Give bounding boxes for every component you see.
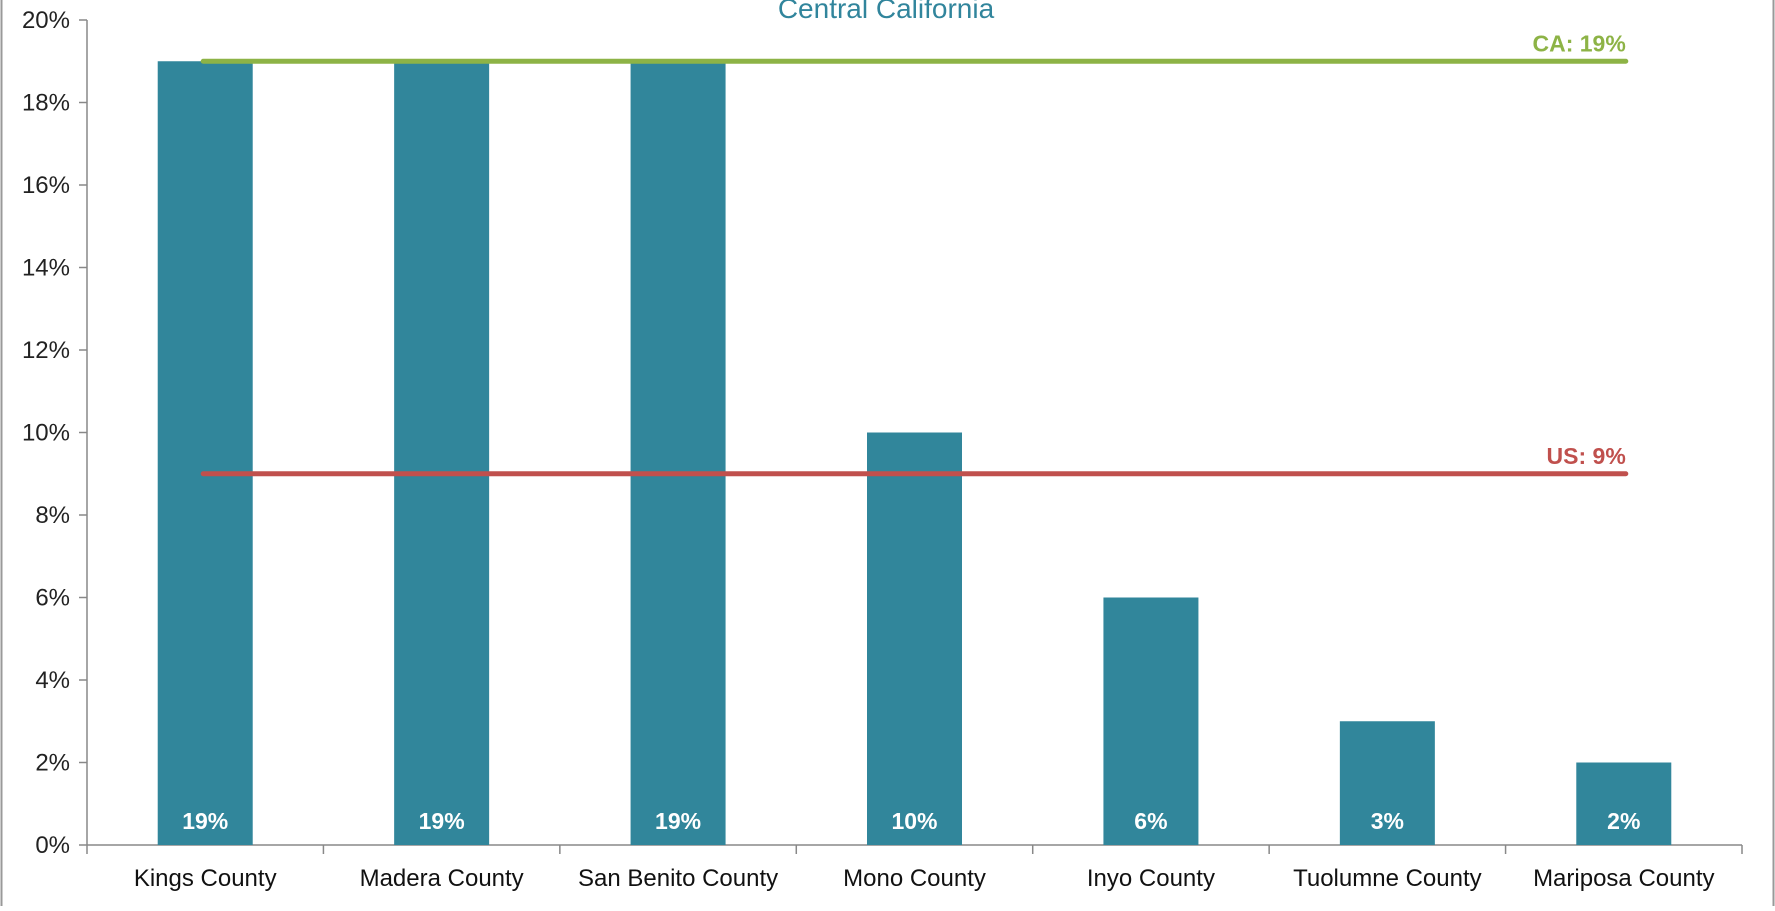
bar [630,61,726,845]
reference-line-label: US: 9% [1547,443,1626,469]
bar-data-label: 19% [419,808,465,834]
bar [1576,762,1672,845]
bar [867,432,962,845]
y-tick-label: 10% [22,420,70,447]
y-tick-label: 8% [35,502,70,529]
bar [1103,597,1199,845]
x-category-label: Tuolumne County [1293,865,1482,892]
bar-data-label: 19% [655,808,701,834]
y-tick-label: 12% [22,337,70,364]
x-category-label: Madera County [360,865,524,892]
x-category-label: San Benito County [578,865,778,892]
bar-data-label: 19% [182,808,228,834]
bar [1339,721,1435,845]
bar-data-label: 6% [1134,808,1167,834]
bar-data-label: 3% [1371,808,1404,834]
reference-lines: CA: 19% US: 9% [200,30,1629,477]
bar [394,61,490,845]
y-tick-label: 18% [22,90,70,117]
y-tick-label: 14% [22,255,70,282]
y-tick-label: 4% [35,667,70,694]
x-category-label: Mono County [843,865,986,892]
x-category-label: Mariposa County [1533,865,1714,892]
y-tick-label: 2% [35,750,70,777]
bar-data-label: 10% [891,808,937,834]
y-tick-label: 20% [22,7,70,34]
reference-line-label: CA: 19% [1532,30,1625,56]
bars: 19% 19% 19% 10% 6% 3% 2% [157,61,1672,845]
chart-title: Central California [778,0,995,24]
bar-data-label: 2% [1607,808,1640,834]
bar [157,61,253,845]
y-tick-label: 16% [22,172,70,199]
x-category-label: Kings County [134,865,277,892]
x-category-label: Inyo County [1087,865,1215,892]
y-tick-label: 0% [35,832,70,859]
y-tick-label: 6% [35,585,70,612]
